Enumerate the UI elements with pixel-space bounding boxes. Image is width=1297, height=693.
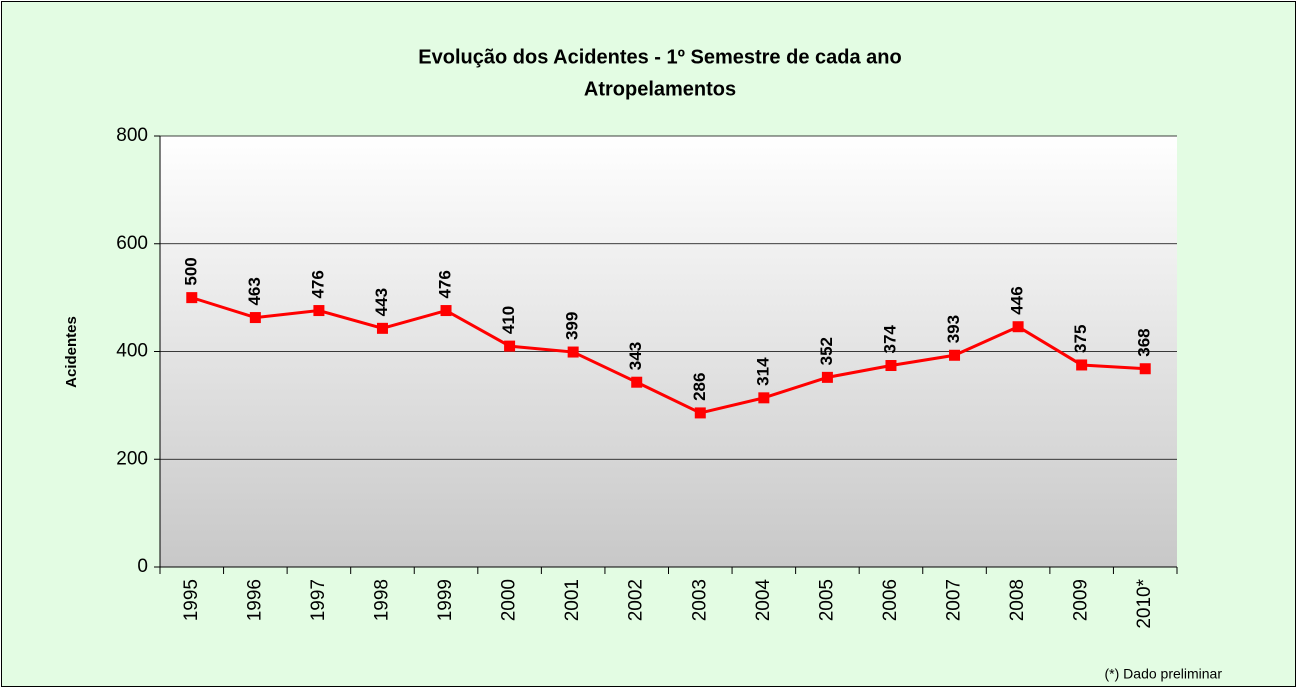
y-tick-label: 400 [116,341,148,362]
x-tick-label: 2001 [562,579,583,621]
data-label: 463 [245,277,264,305]
data-label: 393 [944,315,963,343]
y-tick-label: 800 [116,125,148,146]
x-tick-label: 1998 [371,579,392,621]
data-label: 476 [436,270,455,298]
x-tick-label: 1995 [181,579,202,621]
data-label: 500 [181,257,200,285]
data-point [821,371,833,383]
y-axis-label: Acidentes [63,316,80,388]
data-point [949,349,961,361]
data-point [504,340,516,352]
data-label: 443 [372,288,391,316]
data-point [313,305,325,317]
x-tick-label: 1996 [244,579,265,621]
data-point [186,292,198,304]
x-tick-label: 2006 [880,579,901,621]
x-tick-label: 2002 [626,579,647,621]
data-label: 314 [753,357,772,386]
data-point [758,392,770,404]
data-point [631,376,643,388]
x-tick-label: 2000 [499,579,520,621]
data-label: 375 [1071,325,1090,353]
data-label: 410 [499,306,518,334]
y-tick-label: 0 [137,556,148,577]
data-point [567,346,579,358]
x-tick-label: 2007 [944,579,965,621]
data-label: 476 [308,270,327,298]
x-tick-label: 2009 [1071,579,1092,621]
x-tick-label: 2005 [816,579,837,621]
chart-subtitle: Atropelamentos [584,78,736,100]
data-label: 286 [690,373,709,401]
y-tick-label: 600 [116,233,148,254]
x-tick-label: 2004 [753,579,774,622]
x-tick-label: 2010* [1134,578,1155,628]
chart-title: Evolução dos Acidentes - 1º Semestre de … [418,46,901,68]
data-point [1012,321,1024,333]
data-label: 368 [1135,328,1154,356]
data-label: 374 [880,325,899,354]
x-tick-label: 1997 [308,579,329,621]
data-label: 399 [563,312,582,340]
x-tick-label: 2008 [1007,579,1028,621]
data-point [1139,363,1151,375]
x-tick-label: 1999 [435,579,456,621]
data-point [1076,359,1088,371]
data-point [440,305,452,317]
data-point [249,312,261,324]
data-label: 446 [1008,286,1027,314]
data-point [885,360,897,372]
footnote: (*) Dado preliminar [1105,666,1223,682]
data-point [694,407,706,419]
y-tick-label: 200 [116,448,148,469]
data-label: 343 [626,342,645,370]
data-point [376,322,388,334]
data-line [191,296,1146,415]
x-tick-label: 2003 [689,579,710,621]
data-label: 352 [817,337,836,365]
